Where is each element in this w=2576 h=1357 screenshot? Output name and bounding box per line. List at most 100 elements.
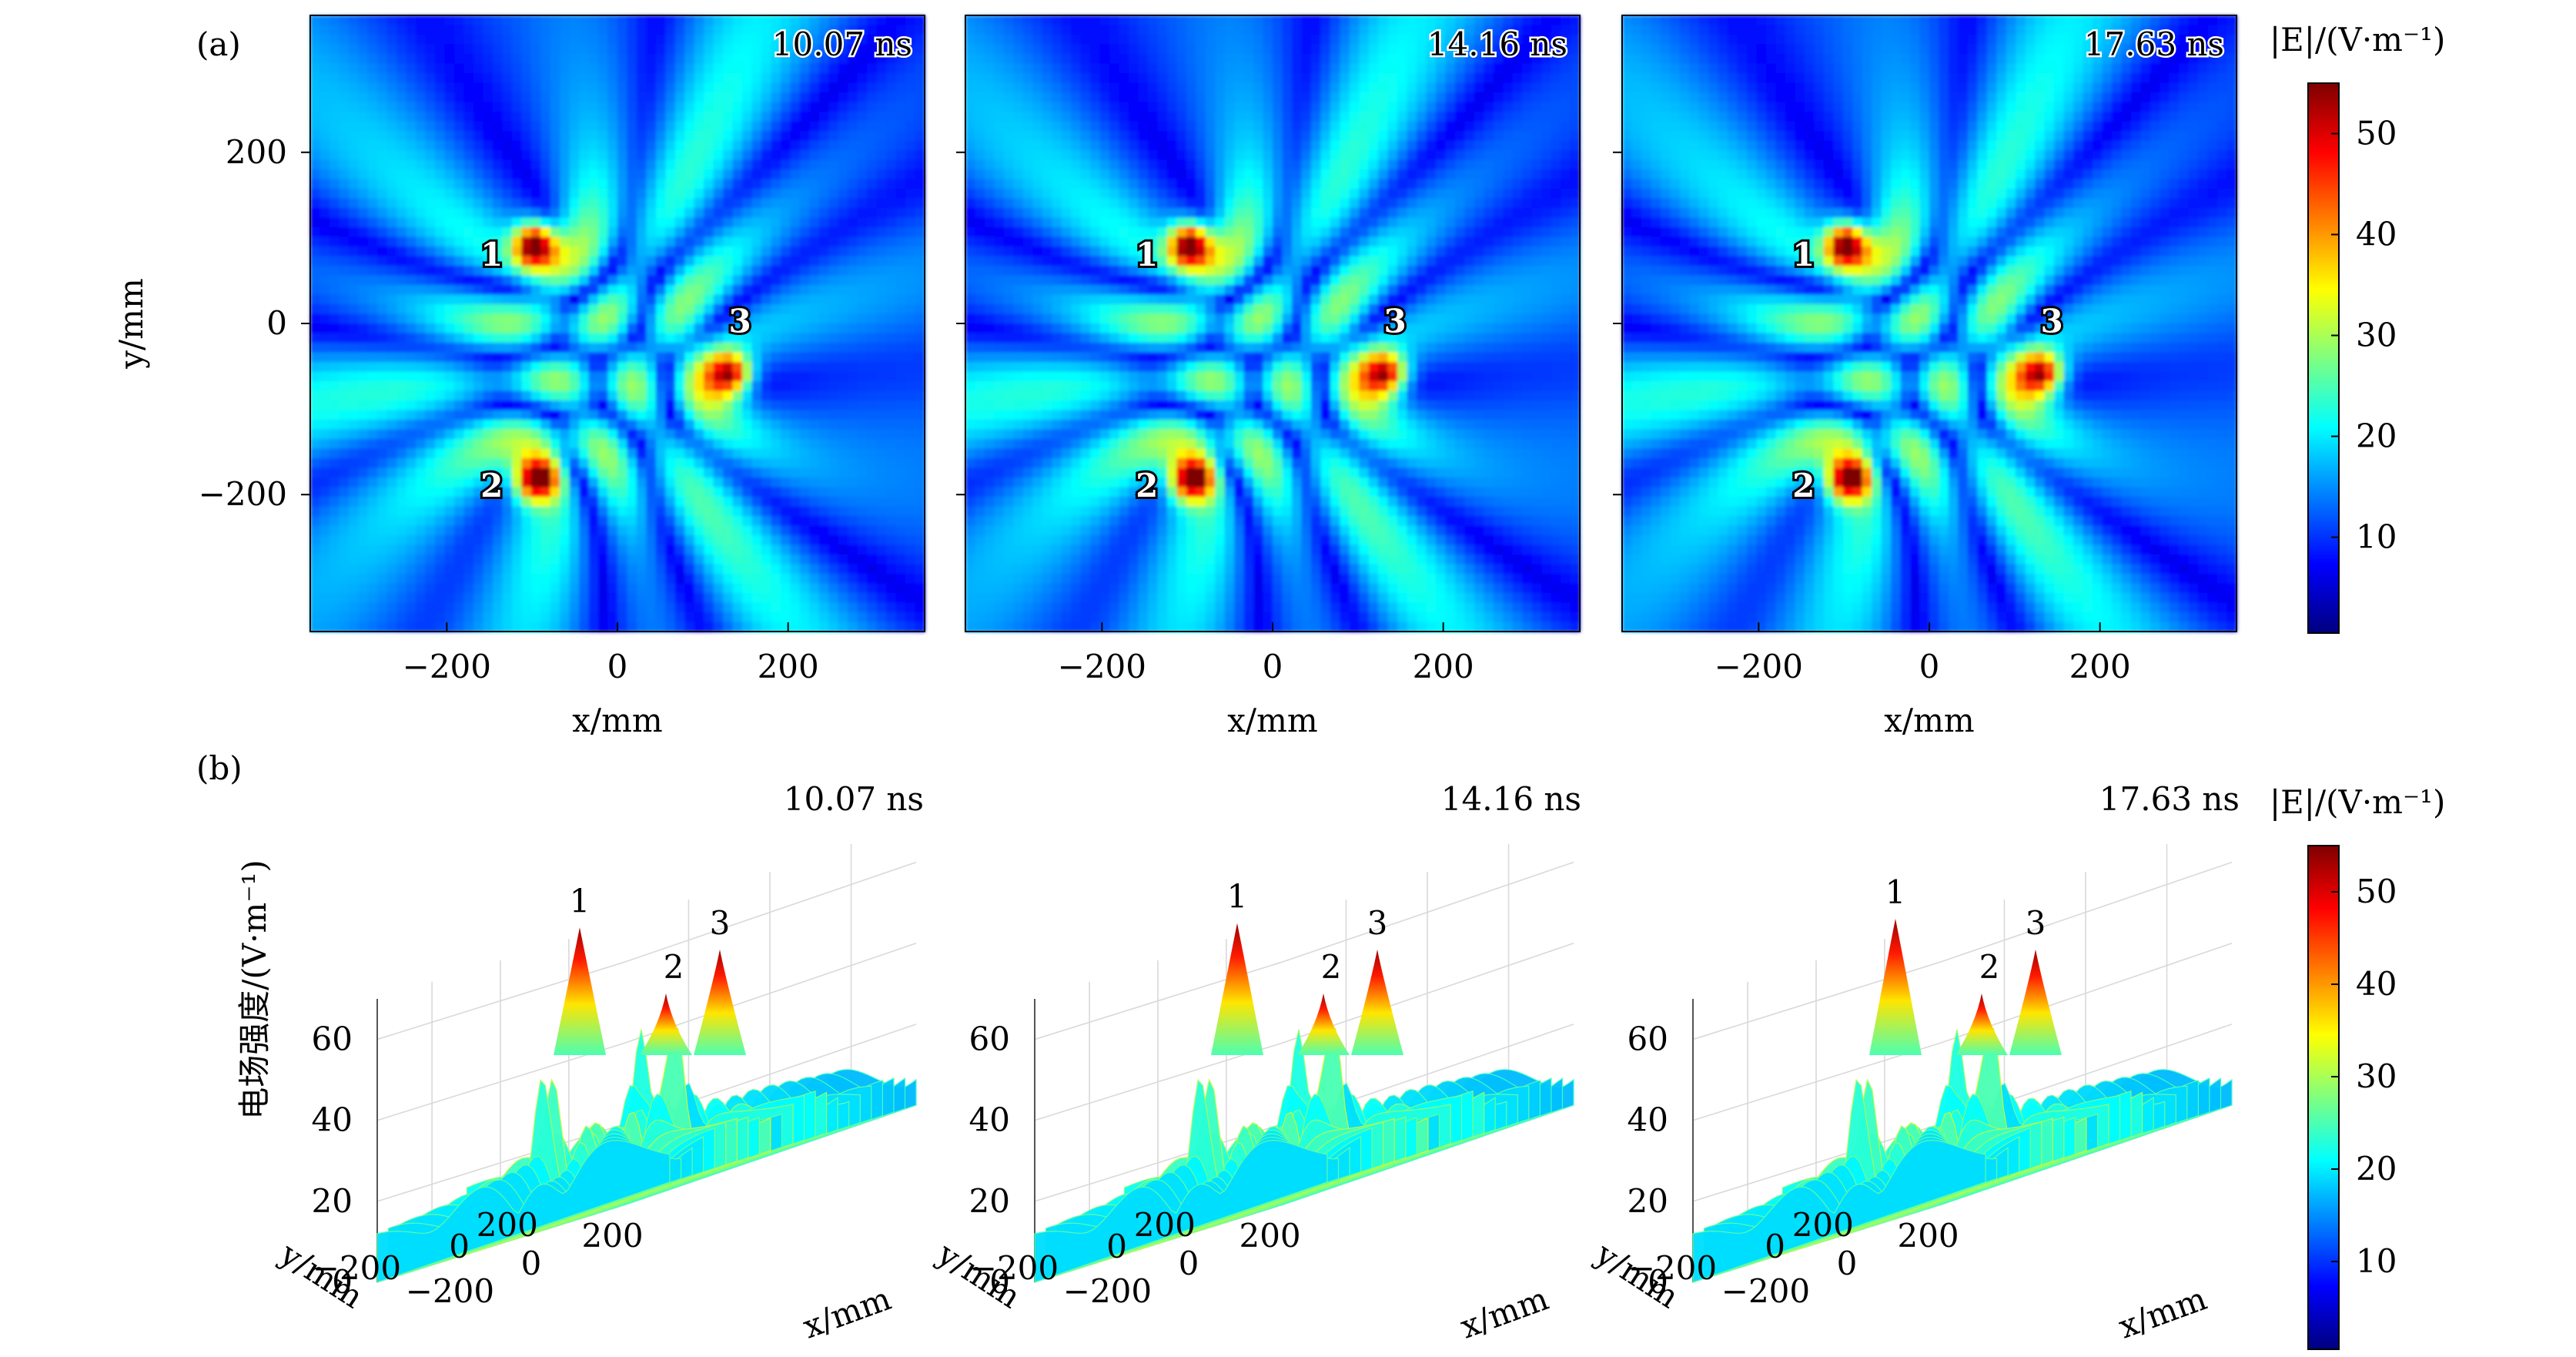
heatmap-cells: [1622, 15, 2237, 632]
source-label: 2: [1136, 467, 1158, 504]
z-tick-label: 20: [969, 1182, 1010, 1220]
panel-b-label: (b): [196, 749, 243, 787]
heatmap-cells: [965, 15, 1581, 632]
heatmap-1: 1 2 3 10.07 ns −200 0 200 x/mm −200 0 200 y/mm: [112, 15, 925, 739]
x-tick-label: −200: [1721, 1272, 1810, 1310]
heatmap-cells: [310, 15, 925, 632]
surface-row: [376, 1139, 671, 1283]
z-tick-label: 0: [1648, 1263, 1668, 1301]
y-tick-label: −200: [313, 1249, 401, 1287]
colorbar-2: 10 20 30 40 50 |E|/(V·m⁻¹): [2270, 783, 2445, 1350]
y-tick-label: 200: [1792, 1206, 1854, 1244]
z-tick-label: 40: [1628, 1101, 1668, 1139]
x-tick-label: 0: [1837, 1245, 1858, 1282]
colorbar-tick-label: 40: [2356, 965, 2397, 1003]
y-tick-label: 0: [1765, 1228, 1785, 1265]
z-tick-label: 0: [332, 1263, 353, 1301]
y-axis-label: y/mm: [273, 1235, 370, 1316]
z-tick-label: 60: [969, 1020, 1010, 1058]
peak-3: [2009, 949, 2062, 1055]
y-tick-label: 200: [1134, 1206, 1196, 1244]
x-tick-label: 0: [521, 1245, 542, 1282]
surface-mesh: [1692, 1027, 2233, 1283]
time-label: 10.07 ns: [772, 25, 912, 63]
colorbar-tick-label: 10: [2356, 518, 2397, 556]
z-tick-label: 20: [312, 1182, 353, 1220]
x-tick-label: −200: [403, 648, 491, 685]
time-label: 14.16 ns: [1427, 25, 1567, 63]
x-tick-label: −200: [406, 1272, 494, 1310]
peak-label: 2: [1321, 948, 1342, 986]
peak-1: [554, 927, 606, 1055]
x-tick-label: −200: [1063, 1272, 1152, 1310]
source-label: 2: [480, 467, 503, 504]
peak-1: [1211, 923, 1263, 1055]
colorbar-tick-label: 40: [2356, 216, 2397, 253]
surface-mesh: [376, 1027, 917, 1283]
peak-label: 1: [1885, 873, 1906, 911]
peak-3: [694, 949, 746, 1055]
colorbar-tick-label: 30: [2356, 1057, 2397, 1095]
source-label: 1: [1136, 236, 1158, 273]
y-tick-label: 200: [226, 133, 287, 171]
colorbar-gradient: [2307, 845, 2340, 1350]
time-label: 10.07 ns: [784, 780, 924, 818]
x-tick-label: 200: [1239, 1217, 1300, 1255]
z-tick-label: 20: [1628, 1182, 1668, 1220]
x-axis-label: x/mm: [1227, 702, 1318, 739]
y-tick-label: −200: [1628, 1249, 1717, 1287]
x-tick-label: 200: [581, 1217, 643, 1255]
colorbar-tick-label: 10: [2356, 1242, 2397, 1280]
x-tick-label: 0: [607, 648, 628, 685]
source-label: 3: [1383, 303, 1406, 340]
y-tick-label: 0: [449, 1228, 470, 1265]
source-label: 3: [2040, 303, 2062, 340]
colorbar-label: |E|/(V·m⁻¹): [2270, 783, 2445, 821]
surface-row: [1034, 1139, 1328, 1283]
y-tick-label: 0: [266, 304, 287, 342]
surface-row: [1692, 1139, 1986, 1283]
x-axis-label: x/mm: [572, 702, 663, 739]
peak-label: 3: [710, 904, 731, 942]
x-tick-label: 200: [1413, 648, 1474, 685]
peak-label: 2: [1979, 948, 2000, 986]
x-axis-label: x/mm: [798, 1279, 895, 1345]
x-tick-label: 200: [2069, 648, 2131, 685]
peak-label: 3: [1367, 904, 1388, 942]
z-tick-label: 0: [989, 1263, 1010, 1301]
colorbar-tick-label: 50: [2356, 873, 2397, 910]
peak-3: [1351, 949, 1403, 1055]
y-axis-label: y/mm: [1588, 1235, 1685, 1316]
x-tick-label: 0: [1179, 1245, 1199, 1282]
colorbar-tick-label: 20: [2356, 1150, 2397, 1188]
x-tick-label: −200: [1058, 648, 1146, 685]
colorbar-label: |E|/(V·m⁻¹): [2270, 21, 2445, 59]
colorbar-tick-label: 30: [2356, 317, 2397, 354]
panel-a-label: (a): [196, 25, 241, 63]
y-tick-label: −200: [970, 1249, 1059, 1287]
z-tick-label: 60: [312, 1020, 353, 1058]
z-tick-label: 40: [969, 1101, 1010, 1139]
x-axis-label: x/mm: [2113, 1279, 2211, 1345]
source-label: 1: [1792, 236, 1815, 273]
x-axis-label: x/mm: [1884, 702, 1975, 739]
colorbar-1: 10 20 30 40 50 |E|/(V·m⁻¹): [2270, 21, 2445, 634]
z-tick-label: 60: [1628, 1020, 1668, 1058]
y-tick-label: 0: [1106, 1228, 1127, 1265]
source-label: 1: [480, 236, 503, 273]
heatmap-3: 1 2 3 17.63 ns −200 0 200 x/mm: [1613, 15, 2237, 739]
peak-label: 1: [1227, 878, 1248, 916]
y-tick-label: −200: [199, 475, 287, 513]
colorbar-gradient: [2307, 82, 2340, 634]
heatmap-2: 1 2 3 14.16 ns −200 0 200 x/mm: [956, 15, 1581, 739]
peak-label: 1: [570, 882, 590, 920]
x-tick-label: −200: [1715, 648, 1803, 685]
time-label: 17.63 ns: [2099, 780, 2240, 818]
y-tick-label: 200: [477, 1206, 538, 1244]
x-tick-label: 0: [1263, 648, 1283, 685]
